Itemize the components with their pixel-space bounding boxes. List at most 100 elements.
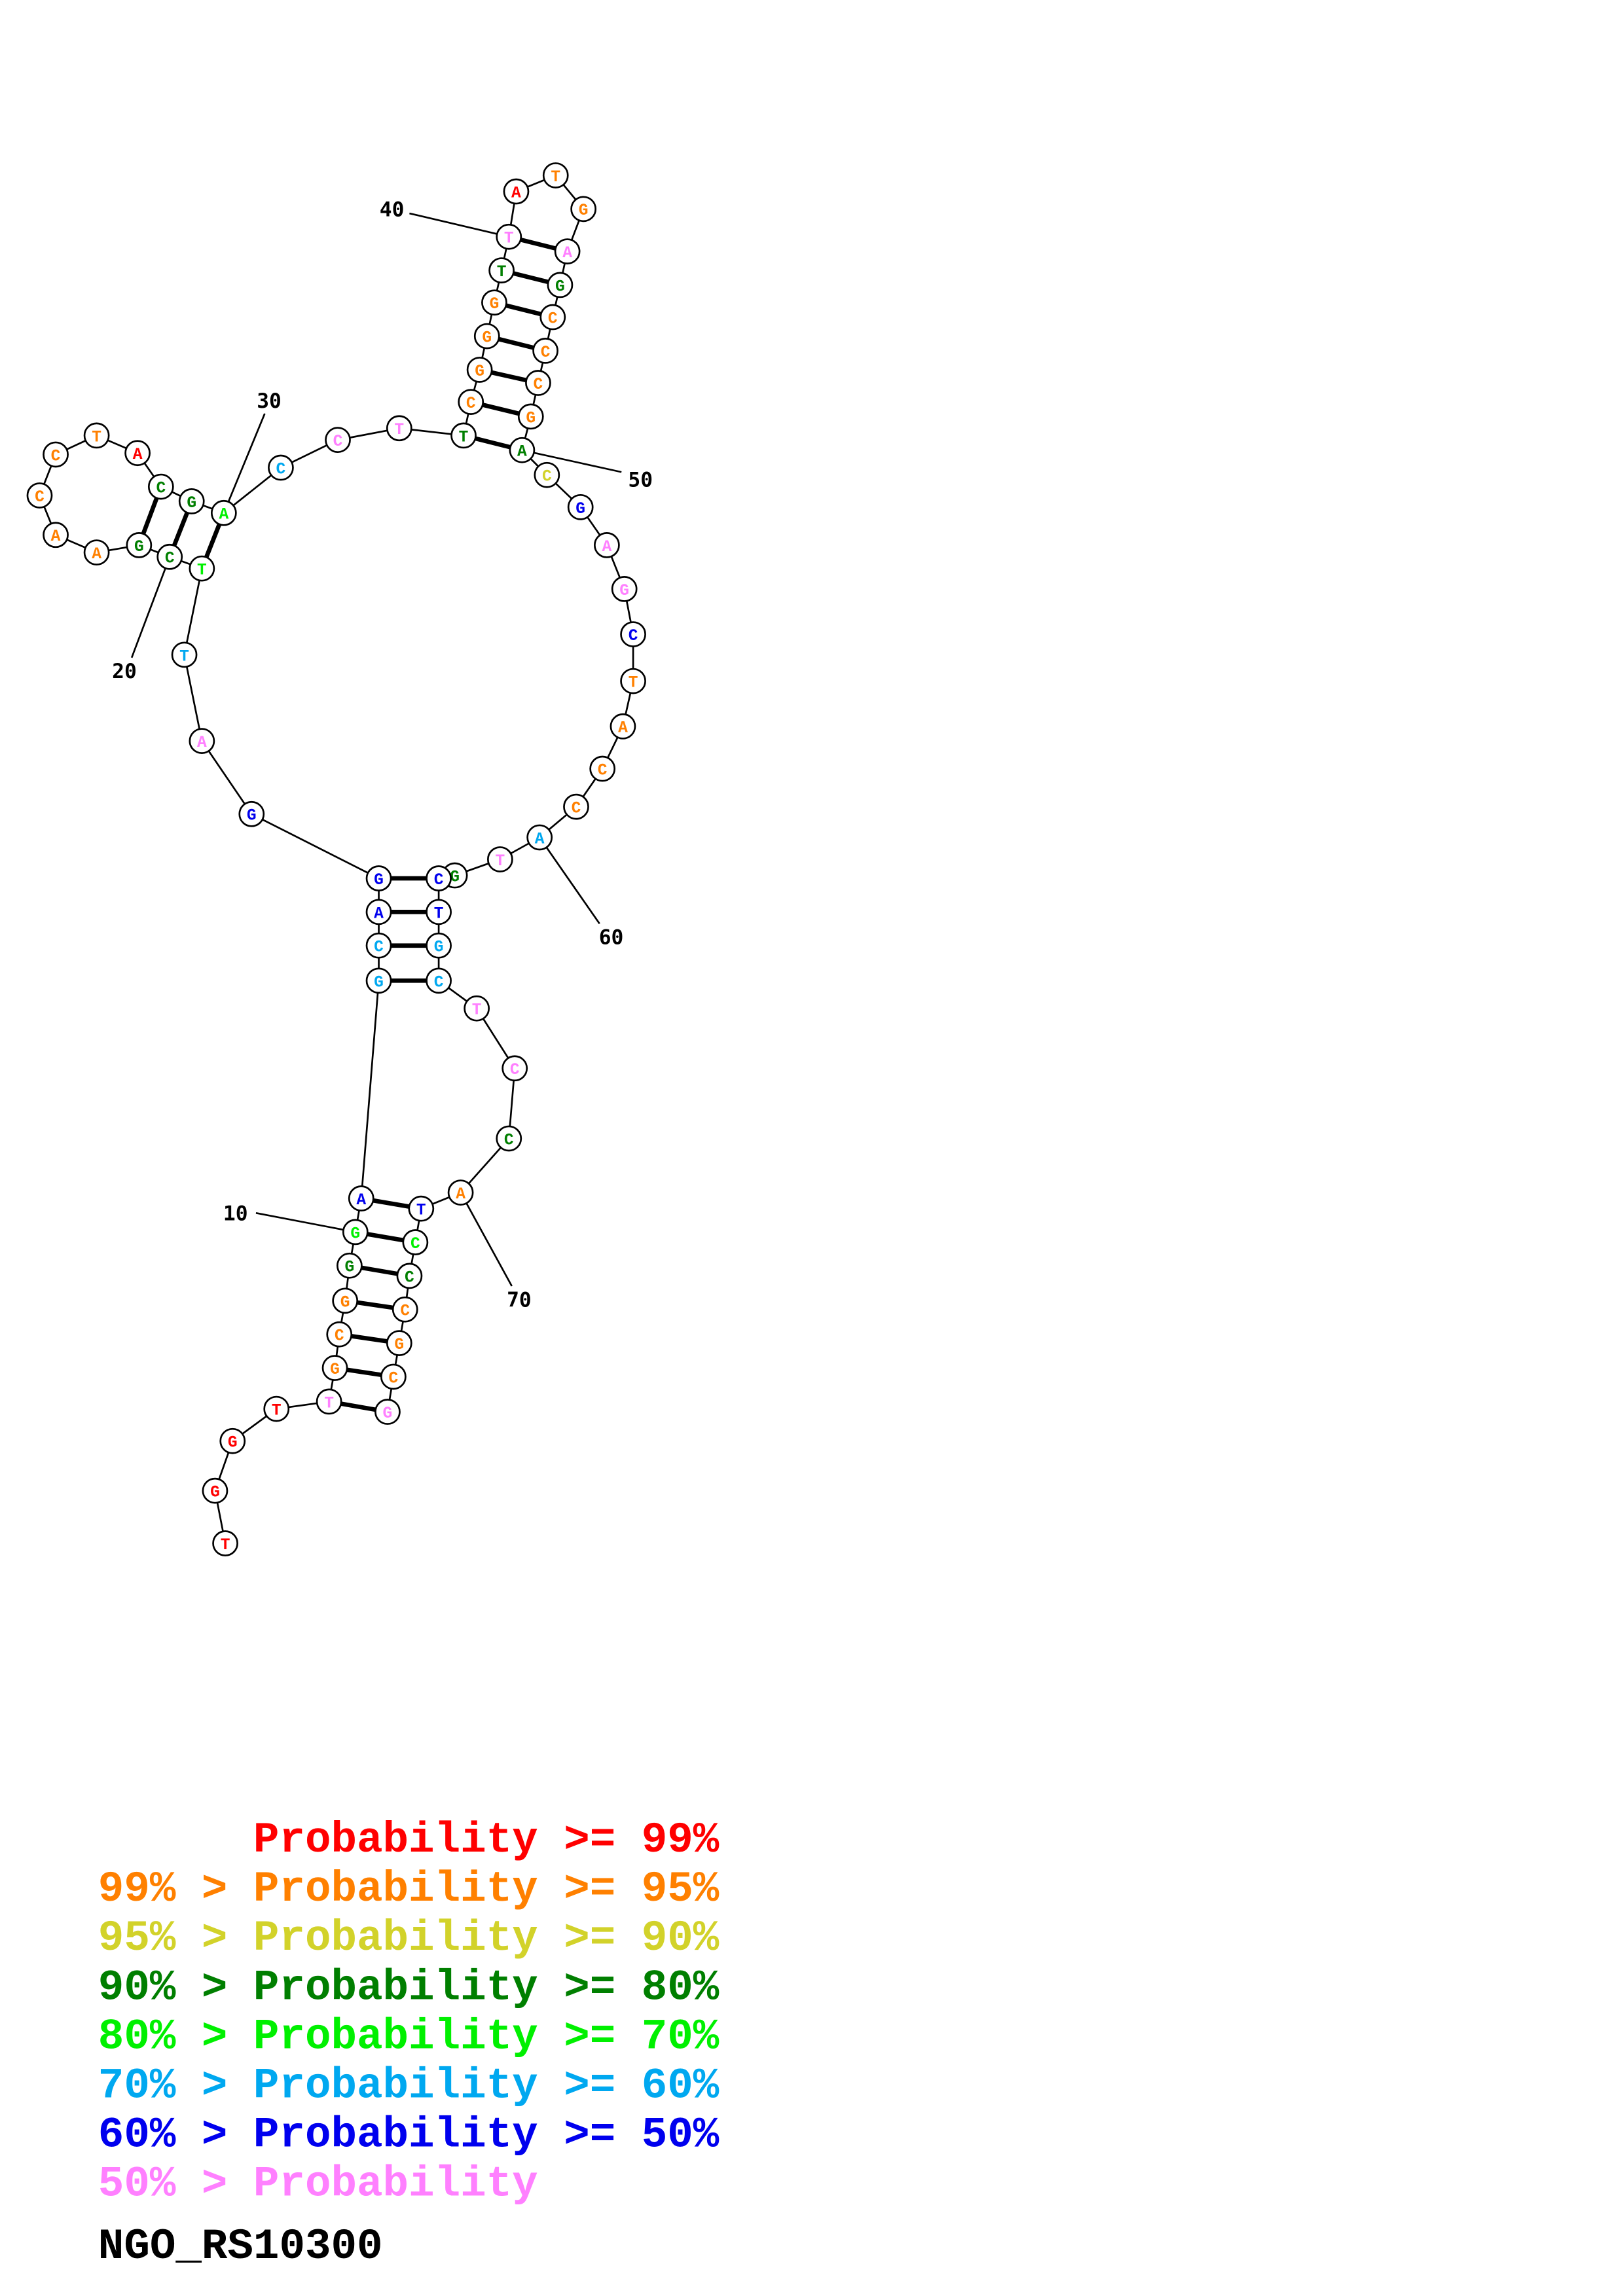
nucleotide-circle [542,162,569,188]
nucleotide: G [202,1477,228,1504]
nucleotide: C [156,543,183,570]
nucleotide: C [396,1263,423,1289]
nucleotide-circle [426,932,452,959]
nucleotide: A [447,1179,474,1206]
nucleotide-letter: C [466,395,476,413]
nucleotide-circle [348,1185,374,1211]
position-label: 10 [223,1202,248,1226]
legend-entry: 80% > Probability >= 70% [98,2012,720,2061]
nucleotide-circle [365,865,392,891]
nucleotide-circle [402,1229,429,1255]
nucleotide: G [481,289,507,316]
nucleotide: T [386,415,412,442]
nucleotide-letter: A [197,734,207,752]
nucleotide-circle [219,1427,246,1454]
nucleotide: G [547,272,574,298]
nucleotide-letter: T [92,429,101,446]
nucleotide: C [392,1296,418,1323]
nucleotide-letter: T [179,648,189,666]
nucleotide: A [365,899,392,925]
backbone-segment [183,655,203,742]
nucleotide: G [611,576,638,602]
nucleotide: G [126,532,153,558]
nucleotide-letter: C [276,461,286,478]
nucleotide: A [83,539,110,565]
position-label: 50 [628,469,653,492]
nucleotide-letter: A [535,831,545,848]
nucleotide-circle [365,932,392,959]
nucleotide: C [43,441,69,468]
nucleotide-letter: C [400,1303,410,1321]
nucleotide: A [43,522,69,548]
nucleotide-letter: G [228,1435,238,1452]
nucleotide-circle [426,865,452,891]
nucleotide-letter: C [35,489,45,507]
nucleotide-circle [321,1355,348,1381]
nucleotide: C [525,370,551,396]
nucleotide-circle [210,499,237,526]
nucleotide-circle [426,967,452,994]
nucleotide-circle [263,1395,290,1422]
nucleotide: G [342,1219,369,1246]
nucleotide-circle [238,800,265,827]
nucleotide-circle [212,1530,238,1556]
nucleotide-letter: G [345,1259,355,1277]
nucleotide-letter: T [324,1395,334,1412]
nucleotide-circle [501,1055,528,1082]
nucleotide-circle [365,967,392,994]
nucleotide-letter: A [356,1192,366,1210]
nucleotide-letter: G [383,1405,393,1423]
nucleotide-letter: G [134,539,144,556]
nucleotide: G [567,493,594,520]
legend-entry: 70% > Probability >= 60% [98,2061,720,2110]
nucleotide: C [620,621,646,647]
nucleotide-letter: G [482,330,492,348]
nucleotide-circle [458,389,484,415]
position-label: 30 [257,389,282,413]
nucleotide: G [321,1355,348,1381]
nucleotide-letter: A [511,185,521,202]
nucleotide-circle [567,493,594,520]
nucleotide-circle [386,1330,412,1356]
nucleotide: T [620,668,646,694]
position-label-line [223,413,266,514]
nucleotide-circle [83,539,110,565]
legend-entry: 60% > Probability >= 50% [98,2110,720,2159]
nucleotide-letter: A [618,720,628,738]
nucleotide-letter: C [510,1062,520,1079]
nucleotide: C [402,1229,429,1255]
nucleotide: A [189,728,215,754]
nucleotide-circle [374,1399,401,1425]
nucleotide-circle [534,461,560,488]
nucleotide-letter: G [526,410,536,427]
nucleotide-letter: T [504,230,514,248]
nucleotide-circle [342,1219,369,1246]
nucleotide: G [517,403,544,430]
nucleotide: T [189,555,215,582]
nucleotide-circle [589,755,616,782]
nucleotide-letter: G [350,1225,360,1243]
nucleotide: T [408,1195,435,1222]
nucleotide-letter: A [133,446,143,464]
probability-legend: Probability >= 99%99% > Probability >= 9… [98,1816,720,2208]
backbone-segment [251,813,380,880]
nucleotide-letter: T [629,674,638,692]
nucleotide-circle [386,415,412,442]
nucleotide-circle [316,1388,342,1415]
nucleotide: C [380,1363,407,1390]
backbone-segment [183,568,203,655]
nucleotide-circle [539,304,566,331]
nucleotide-letter: T [497,264,507,281]
nucleotide-letter: G [187,495,196,512]
nucleotide-circle [171,641,198,668]
nucleotide-circle [466,357,493,383]
nucleotide-letter: C [541,344,551,362]
nucleotide-letter: A [374,905,384,923]
nucleotide: G [386,1330,412,1356]
nucleotide: G [365,967,392,994]
nucleotide-letter: C [434,872,444,889]
nucleotide: G [466,357,493,383]
nucleotide-letter: G [450,869,460,886]
nucleotide-letter: G [619,583,629,600]
